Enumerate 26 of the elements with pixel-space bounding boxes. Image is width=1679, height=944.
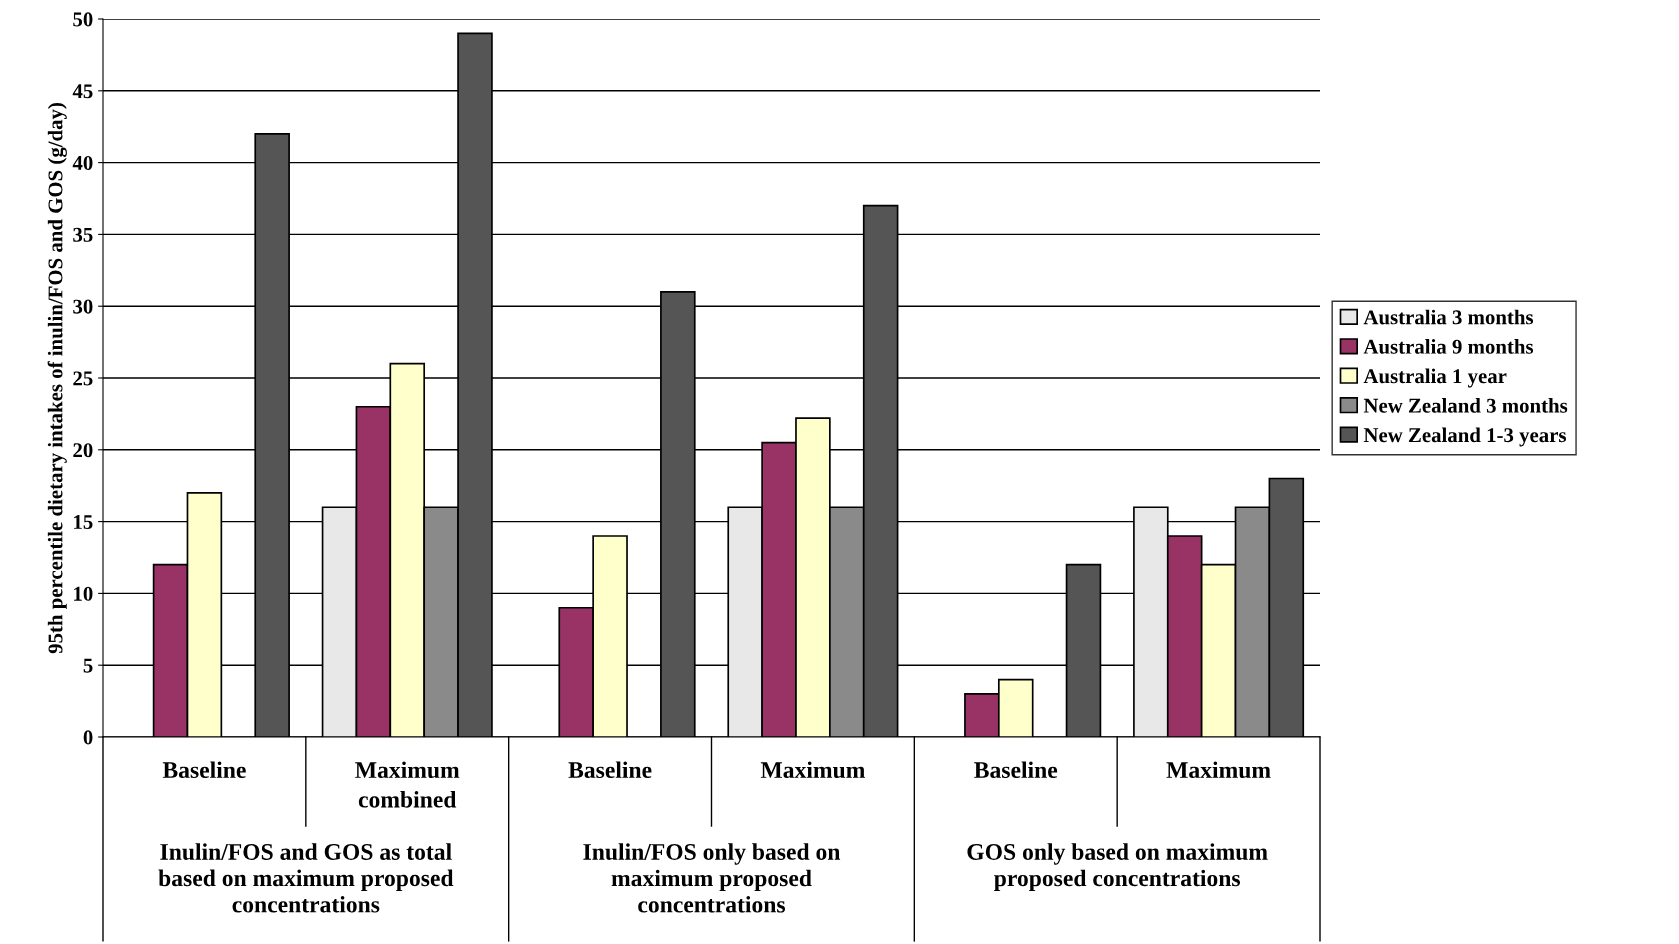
y-tick-label: 20 [73, 443, 93, 458]
y-tick-label: 15 [74, 515, 93, 530]
legend-label: Australia 3 months [1363, 309, 1534, 325]
y-tick-label: 0 [83, 730, 93, 745]
x-tick-label: Baseline [568, 761, 652, 779]
text: GOS only based on maximum proposed concentrations [967, 843, 1268, 892]
text: Inulin/FOS and GOS as total based on maximum proposed concentrations [158, 843, 454, 913]
x-tick-label: Maximum [760, 761, 865, 779]
x-tick-label: Maximum [1166, 761, 1271, 779]
y-tick-label: 45 [72, 84, 93, 99]
x-tick-label: Baseline [974, 761, 1058, 779]
x-tick-label: Baseline [162, 761, 246, 779]
y-axis-title: 95th percentile dietary intakes of inulin/FOS and GOS (g/day) [47, 103, 67, 654]
x-tick-label: Maximum combined [355, 761, 460, 808]
y-tick-label: 40 [72, 155, 93, 171]
text: Inulin/FOS only based on maximum proposed concentrations [583, 843, 841, 913]
legend-label: New Zealand 1-3 years [1363, 427, 1567, 447]
y-tick-label: 10 [74, 586, 93, 601]
legend-label: New Zealand 3 months [1363, 398, 1568, 413]
y-tick-label: 50 [73, 12, 93, 27]
y-tick-label: 5 [83, 658, 93, 673]
y-tick-label: 30 [73, 299, 93, 314]
legend-label: Australia 1 year [1363, 368, 1507, 388]
legend-label: Australia 9 months [1363, 339, 1534, 354]
y-tick-label: 25 [73, 371, 93, 386]
y-tick-label: 35 [73, 227, 93, 242]
